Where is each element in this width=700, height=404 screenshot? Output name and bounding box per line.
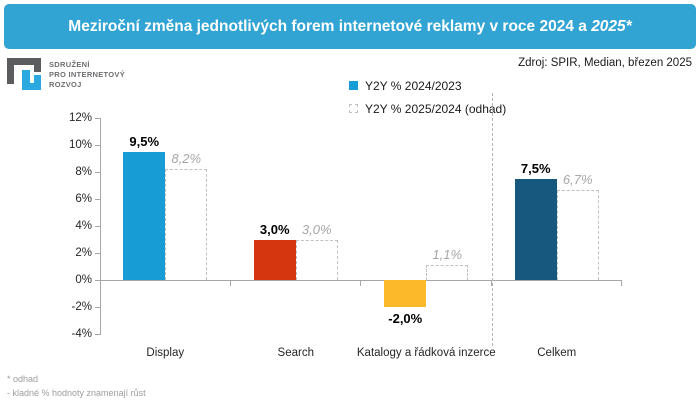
bar-katalogy-a-radkova-inzerce-solid bbox=[384, 280, 427, 307]
legend-label-2024: Y2Y % 2024/2023 bbox=[365, 78, 462, 93]
legend-item-2025: Y2Y % 2025/2024 (odhad) bbox=[349, 101, 506, 116]
legend-swatch-dashed bbox=[349, 104, 358, 113]
x-category-label-katalogy-a-radkova-inzerce: Katalogy a řádková inzerce bbox=[356, 347, 496, 359]
y-tick-label: 4% bbox=[75, 220, 92, 232]
title-bar: Meziroční změna jednotlivých forem inter… bbox=[4, 4, 696, 49]
bar-display-solid bbox=[123, 151, 166, 280]
y-tick-label: 10% bbox=[68, 139, 92, 151]
x-category-label-search: Search bbox=[277, 347, 314, 359]
footnotes: * odhad - kladné % hodnoty znamenají růs… bbox=[7, 372, 146, 400]
x-axis-tick bbox=[229, 281, 231, 286]
value-label-katalogy-a-radkova-inzerce-estimate: 1,1% bbox=[432, 247, 463, 263]
spir-logo-text: SDRUŽENÍ PRO INTERNETOVÝ ROZVOJ bbox=[49, 58, 125, 90]
logo-line-1: SDRUŽENÍ bbox=[49, 60, 90, 69]
bar-search-solid bbox=[253, 239, 296, 280]
x-category-label-display: Display bbox=[146, 347, 185, 359]
footnote-odhad: * odhad bbox=[7, 374, 39, 384]
bar-celkem-solid bbox=[514, 178, 557, 280]
y-tick bbox=[95, 226, 101, 227]
spir-logo-icon bbox=[7, 58, 41, 90]
y-tick bbox=[95, 334, 101, 335]
y-tick bbox=[95, 253, 101, 254]
x-axis-tick bbox=[490, 281, 492, 286]
logo-line-2: PRO INTERNETOVÝ bbox=[49, 70, 126, 80]
y-tick-label: 0% bbox=[75, 274, 92, 286]
y-tick-label: 2% bbox=[75, 247, 92, 259]
bar-display-estimate bbox=[165, 169, 208, 280]
celkem-separator-line bbox=[492, 93, 493, 346]
bar-katalogy-a-radkova-inzerce-estimate bbox=[426, 265, 469, 280]
footnote-kladne: - kladné % hodnoty znamenají růst bbox=[7, 388, 146, 398]
y-tick bbox=[95, 118, 101, 119]
x-category-label-celkem: Celkem bbox=[537, 347, 577, 359]
page-title: Meziroční změna jednotlivých forem inter… bbox=[68, 17, 592, 35]
y-tick-label: -4% bbox=[71, 328, 92, 340]
value-label-search-solid: 3,0% bbox=[259, 221, 290, 237]
y-tick bbox=[95, 280, 101, 281]
value-label-display-solid: 9,5% bbox=[129, 133, 160, 149]
y-tick bbox=[95, 199, 101, 200]
source-note: Zdroj: SPIR, Median, březen 2025 bbox=[518, 57, 692, 69]
y-tick-label: 6% bbox=[75, 193, 92, 205]
page-title-italic: 2025* bbox=[591, 17, 632, 35]
value-label-celkem-estimate: 6,7% bbox=[562, 171, 593, 187]
x-axis-tick bbox=[621, 281, 622, 286]
y-tick-label: 8% bbox=[75, 166, 92, 178]
spir-logo: SDRUŽENÍ PRO INTERNETOVÝ ROZVOJ bbox=[7, 58, 125, 92]
y-tick bbox=[95, 172, 101, 173]
value-label-search-estimate: 3,0% bbox=[301, 221, 332, 237]
chart-legend: Y2Y % 2024/2023 Y2Y % 2025/2024 (odhad) bbox=[349, 78, 506, 124]
y-tick bbox=[95, 145, 101, 146]
legend-swatch-solid bbox=[349, 81, 358, 90]
bar-celkem-estimate bbox=[556, 189, 599, 280]
y-tick bbox=[95, 307, 101, 308]
y-tick-label: 12% bbox=[68, 112, 92, 124]
legend-label-2025: Y2Y % 2025/2024 (odhad) bbox=[365, 101, 507, 116]
x-axis-tick bbox=[360, 281, 361, 286]
x-axis-line bbox=[100, 280, 622, 281]
logo-line-3: ROZVOJ bbox=[49, 80, 82, 90]
value-label-katalogy-a-radkova-inzerce-solid: -2,0% bbox=[388, 311, 423, 326]
value-label-celkem-solid: 7,5% bbox=[520, 160, 551, 176]
y-tick-label: -2% bbox=[71, 301, 92, 313]
legend-item-2024: Y2Y % 2024/2023 bbox=[349, 78, 506, 93]
bar-search-estimate bbox=[295, 239, 338, 280]
value-label-display-estimate: 8,2% bbox=[171, 151, 202, 167]
